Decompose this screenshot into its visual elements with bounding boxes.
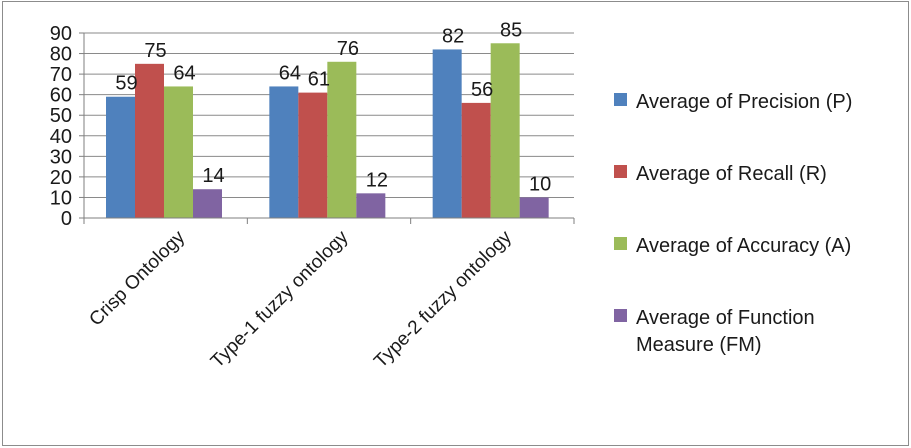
y-tick-label: 10 (50, 187, 72, 209)
data-labels: 59 64 82 75 61 56 64 76 85 14 12 10 (115, 19, 551, 195)
legend-swatch (614, 165, 627, 178)
bar (106, 96, 135, 218)
legend-label: Average of Accuracy (A) (636, 235, 851, 257)
y-tick-label: 50 (50, 105, 72, 127)
bar (461, 102, 491, 218)
y-tick-label: 20 (50, 167, 72, 189)
data-label: 14 (202, 165, 224, 187)
y-tick-label: 0 (61, 208, 72, 230)
legend-swatch (614, 309, 627, 322)
data-label: 64 (279, 62, 301, 84)
bar (432, 49, 462, 218)
legend-label: Average of Precision (P) (636, 91, 852, 113)
y-tick-label: 70 (50, 64, 72, 86)
bar (490, 43, 520, 219)
data-label: 64 (173, 62, 195, 84)
x-category-label: Type-2 fuzzy ontology (370, 226, 516, 372)
x-category-label: Crisp Ontology (85, 226, 189, 330)
legend: Average of Precision (P) Average of Recal… (614, 91, 852, 356)
bar (269, 86, 299, 218)
data-label: 82 (442, 25, 464, 47)
data-label: 75 (144, 40, 166, 62)
bar (298, 92, 328, 218)
bar (519, 197, 549, 218)
bar (164, 86, 193, 218)
bars (106, 43, 549, 219)
legend-label: Measure (FM) (636, 334, 762, 356)
y-tick-label: 30 (50, 146, 72, 168)
data-label: 12 (366, 169, 388, 191)
data-label: 56 (471, 79, 493, 101)
data-label: 61 (308, 69, 330, 91)
y-tick-label: 90 (50, 23, 72, 45)
data-label: 76 (337, 38, 359, 60)
bar (327, 61, 357, 219)
bar (135, 63, 164, 219)
y-tick-label: 40 (50, 126, 72, 148)
legend-swatch (614, 93, 627, 106)
legend-label: Average of Function (636, 307, 815, 329)
y-tick-label: 80 (50, 44, 72, 66)
x-category-label: Type-1 fuzzy ontology (207, 226, 353, 372)
data-label: 85 (500, 19, 522, 41)
data-label: 10 (529, 173, 551, 195)
bar (356, 193, 386, 218)
legend-swatch (614, 237, 627, 250)
legend-label: Average of Recall (R) (636, 163, 827, 185)
y-tick-label: 60 (50, 85, 72, 107)
bar (193, 189, 222, 218)
data-label: 59 (115, 73, 137, 95)
